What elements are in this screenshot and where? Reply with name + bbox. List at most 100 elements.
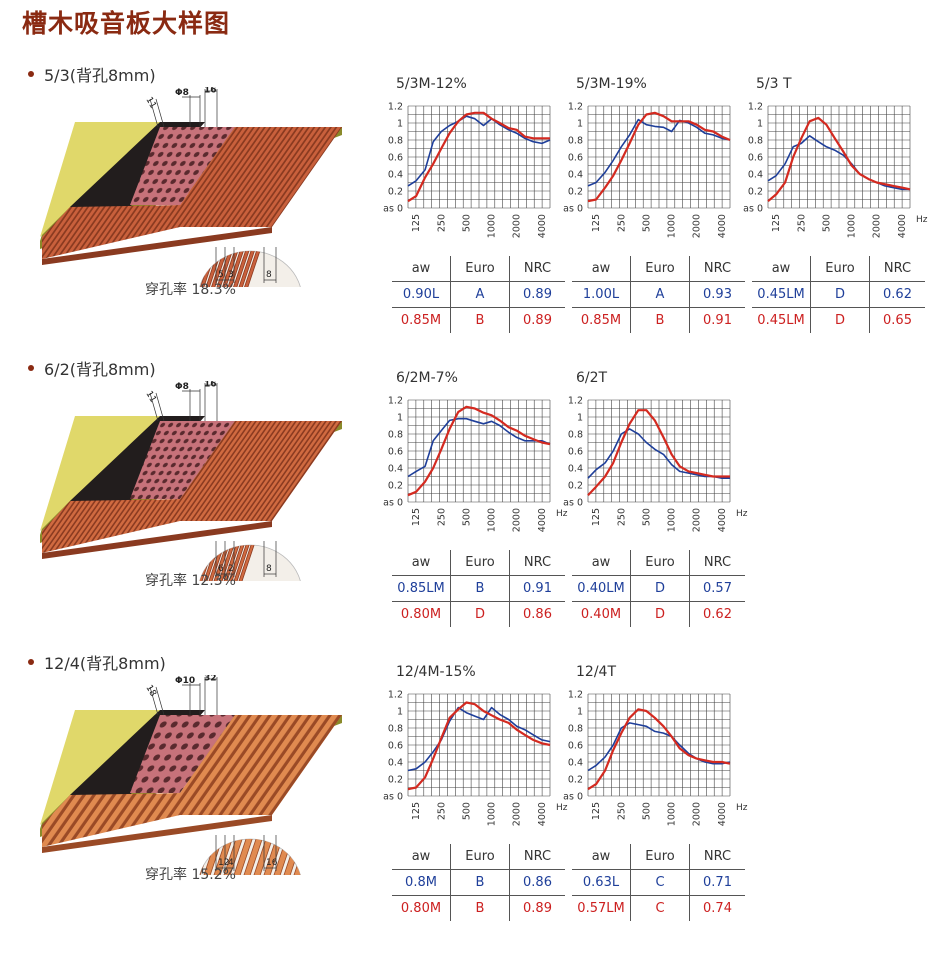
rating-header-cell: NRC [509,256,565,282]
rating-row: 0.90L A 0.89 [392,281,565,308]
rating-cell: 0.8M [392,869,451,896]
rating-row: 0.8M B 0.86 [392,869,565,896]
x-tick-label: 250 [616,214,627,232]
chart-title: 5/3 T [756,76,792,92]
rating-row: 0.45LM D 0.65 [752,307,925,333]
y-tick-label: 1.2 [568,102,583,113]
chart-plot: as 0 0.2 0.4 0.6 0.8 1 1.2 125 250 500 1000 2000 400… [383,396,568,533]
chart-title: 6/2M-7% [396,370,458,386]
dim-groove-width: 5 [218,270,224,280]
y-tick-label: 0.2 [568,187,583,198]
rating-cell: 0.74 [689,895,745,921]
y-tick-label: 0.4 [568,170,583,181]
y-tick-label: as 0 [743,204,763,215]
y-tick-label: as 0 [563,204,583,215]
perforation-rate: 穿孔率 15.2% [145,867,236,883]
dim-hole-diameter: Φ8 [175,382,189,392]
x-tick-label: 2000 [512,214,523,238]
product-section: 5/3(背孔8mm) 11 Φ8 16 5 3 8 穿孔率 18.3% 5/3M-12% as 0… [0,62,930,352]
dim-slot-pitch: 18 [143,684,158,699]
chart-grid [587,105,731,209]
rating-header-row: aw Euro NRC [572,550,745,576]
x-tick-label: 2000 [692,802,703,826]
panel-bottom-edge [42,227,272,265]
x-axis-unit: Hz [736,509,748,519]
rating-header-cell: aw [572,844,631,870]
rating-cell: 0.85M [580,313,622,328]
x-tick-label: 4000 [717,802,728,826]
rating-header-cell: Euro [630,550,690,576]
rating-header-row: aw Euro NRC [392,256,565,282]
x-tick-label: 125 [771,214,782,232]
absorption-chart: 12/4T as 0 0.2 0.4 0.6 0.8 1 1.2 125 250 500 1000 20… [548,664,748,924]
x-tick-label: 2000 [512,802,523,826]
rating-cell: 0.93 [689,281,745,308]
x-tick-label: 125 [411,508,422,526]
y-tick-label: 1 [397,707,403,718]
rating-header-cell: aw [392,844,451,870]
y-tick-label: 0.8 [568,430,583,441]
y-tick-label: as 0 [563,498,583,509]
slotted-face [180,715,342,815]
rating-header-cell: NRC [509,844,565,870]
bullet-icon [28,70,34,77]
chart-grid [767,105,911,209]
panel-illustration: 18 Φ10 32 124 16 [40,675,342,875]
x-tick-label: 1000 [667,214,678,238]
rating-header-row: aw Euro NRC [392,550,565,576]
y-tick-label: 0.2 [388,481,403,492]
rating-cell: 0.57 [689,575,745,602]
rating-header-cell: aw [392,550,451,576]
y-tick-label: 0.6 [568,741,583,752]
x-tick-label: 2000 [512,508,523,532]
y-tick-label: 0.8 [748,136,763,147]
rating-header-cell: NRC [689,844,745,870]
bullet-icon [28,364,34,371]
chart-grid [407,105,551,209]
x-tick-label: 125 [591,508,602,526]
dim-back-hole: 16 [266,858,278,868]
y-tick-label: 1 [577,413,583,424]
rating-row: 0.80M D 0.86 [392,601,565,627]
y-tick-label: 1 [397,119,403,130]
x-axis-unit: Hz [736,803,748,813]
x-tick-label: 500 [641,802,652,820]
rating-cell: 0.90L [392,281,451,308]
dim-back-hole: 8 [266,564,272,574]
rating-cell: B [450,869,510,896]
rating-cell: 0.71 [689,869,745,896]
series-line-red [407,111,550,203]
y-tick-label: 0.6 [388,741,403,752]
chart-plot: as 0 0.2 0.4 0.6 0.8 1 1.2 125 250 500 1000 2000 400… [563,396,748,533]
panel-illustration: 11 Φ8 16 5 3 8 [40,87,342,287]
rating-header-row: aw Euro NRC [752,256,925,282]
rating-header-cell: Euro [810,256,870,282]
rating-row: 0.80M B 0.89 [392,895,565,921]
rating-header-cell: Euro [630,256,690,282]
rating-cell: A [450,281,510,308]
slotted-face [180,127,342,227]
rating-header-cell: NRC [689,256,745,282]
rating-header-row: aw Euro NRC [572,844,745,870]
dim-slot-width: 4 [228,858,234,868]
series-line-red [587,409,730,496]
rating-table: aw Euro NRC 0.45LM D 0.62 0.45LM D 0.65 [752,256,925,333]
rating-cell: 0.45LM [752,281,811,308]
y-tick-label: 0.6 [388,153,403,164]
y-tick-label: 0.2 [568,481,583,492]
rating-header-cell: Euro [450,256,510,282]
rating-row: 1.00L A 0.93 [572,281,745,308]
x-tick-label: 4000 [717,214,728,238]
absorption-chart: 5/3M-19% as 0 0.2 0.4 0.6 0.8 1 1.2 125 250 500 100… [548,76,748,336]
dim-slot-width: 3 [228,270,234,280]
x-tick-label: 250 [436,214,447,232]
rating-table: aw Euro NRC 0.90L A 0.89 0.85M B 0.89 [392,256,565,333]
rating-table: aw Euro NRC 0.63L C 0.71 0.57LM C 0.74 [572,844,745,921]
series-line-blue [767,134,910,191]
x-tick-label: 4000 [537,508,548,532]
y-tick-label: 0.4 [568,758,583,769]
dim-slot-width: 2 [228,564,234,574]
product-section: 12/4(背孔8mm) 18 Φ10 32 12 4 16 穿孔率 15.2% 12/4M-15… [0,650,930,940]
rating-cell: 0.40M [580,607,622,622]
x-axis-unit: Hz [556,509,568,519]
